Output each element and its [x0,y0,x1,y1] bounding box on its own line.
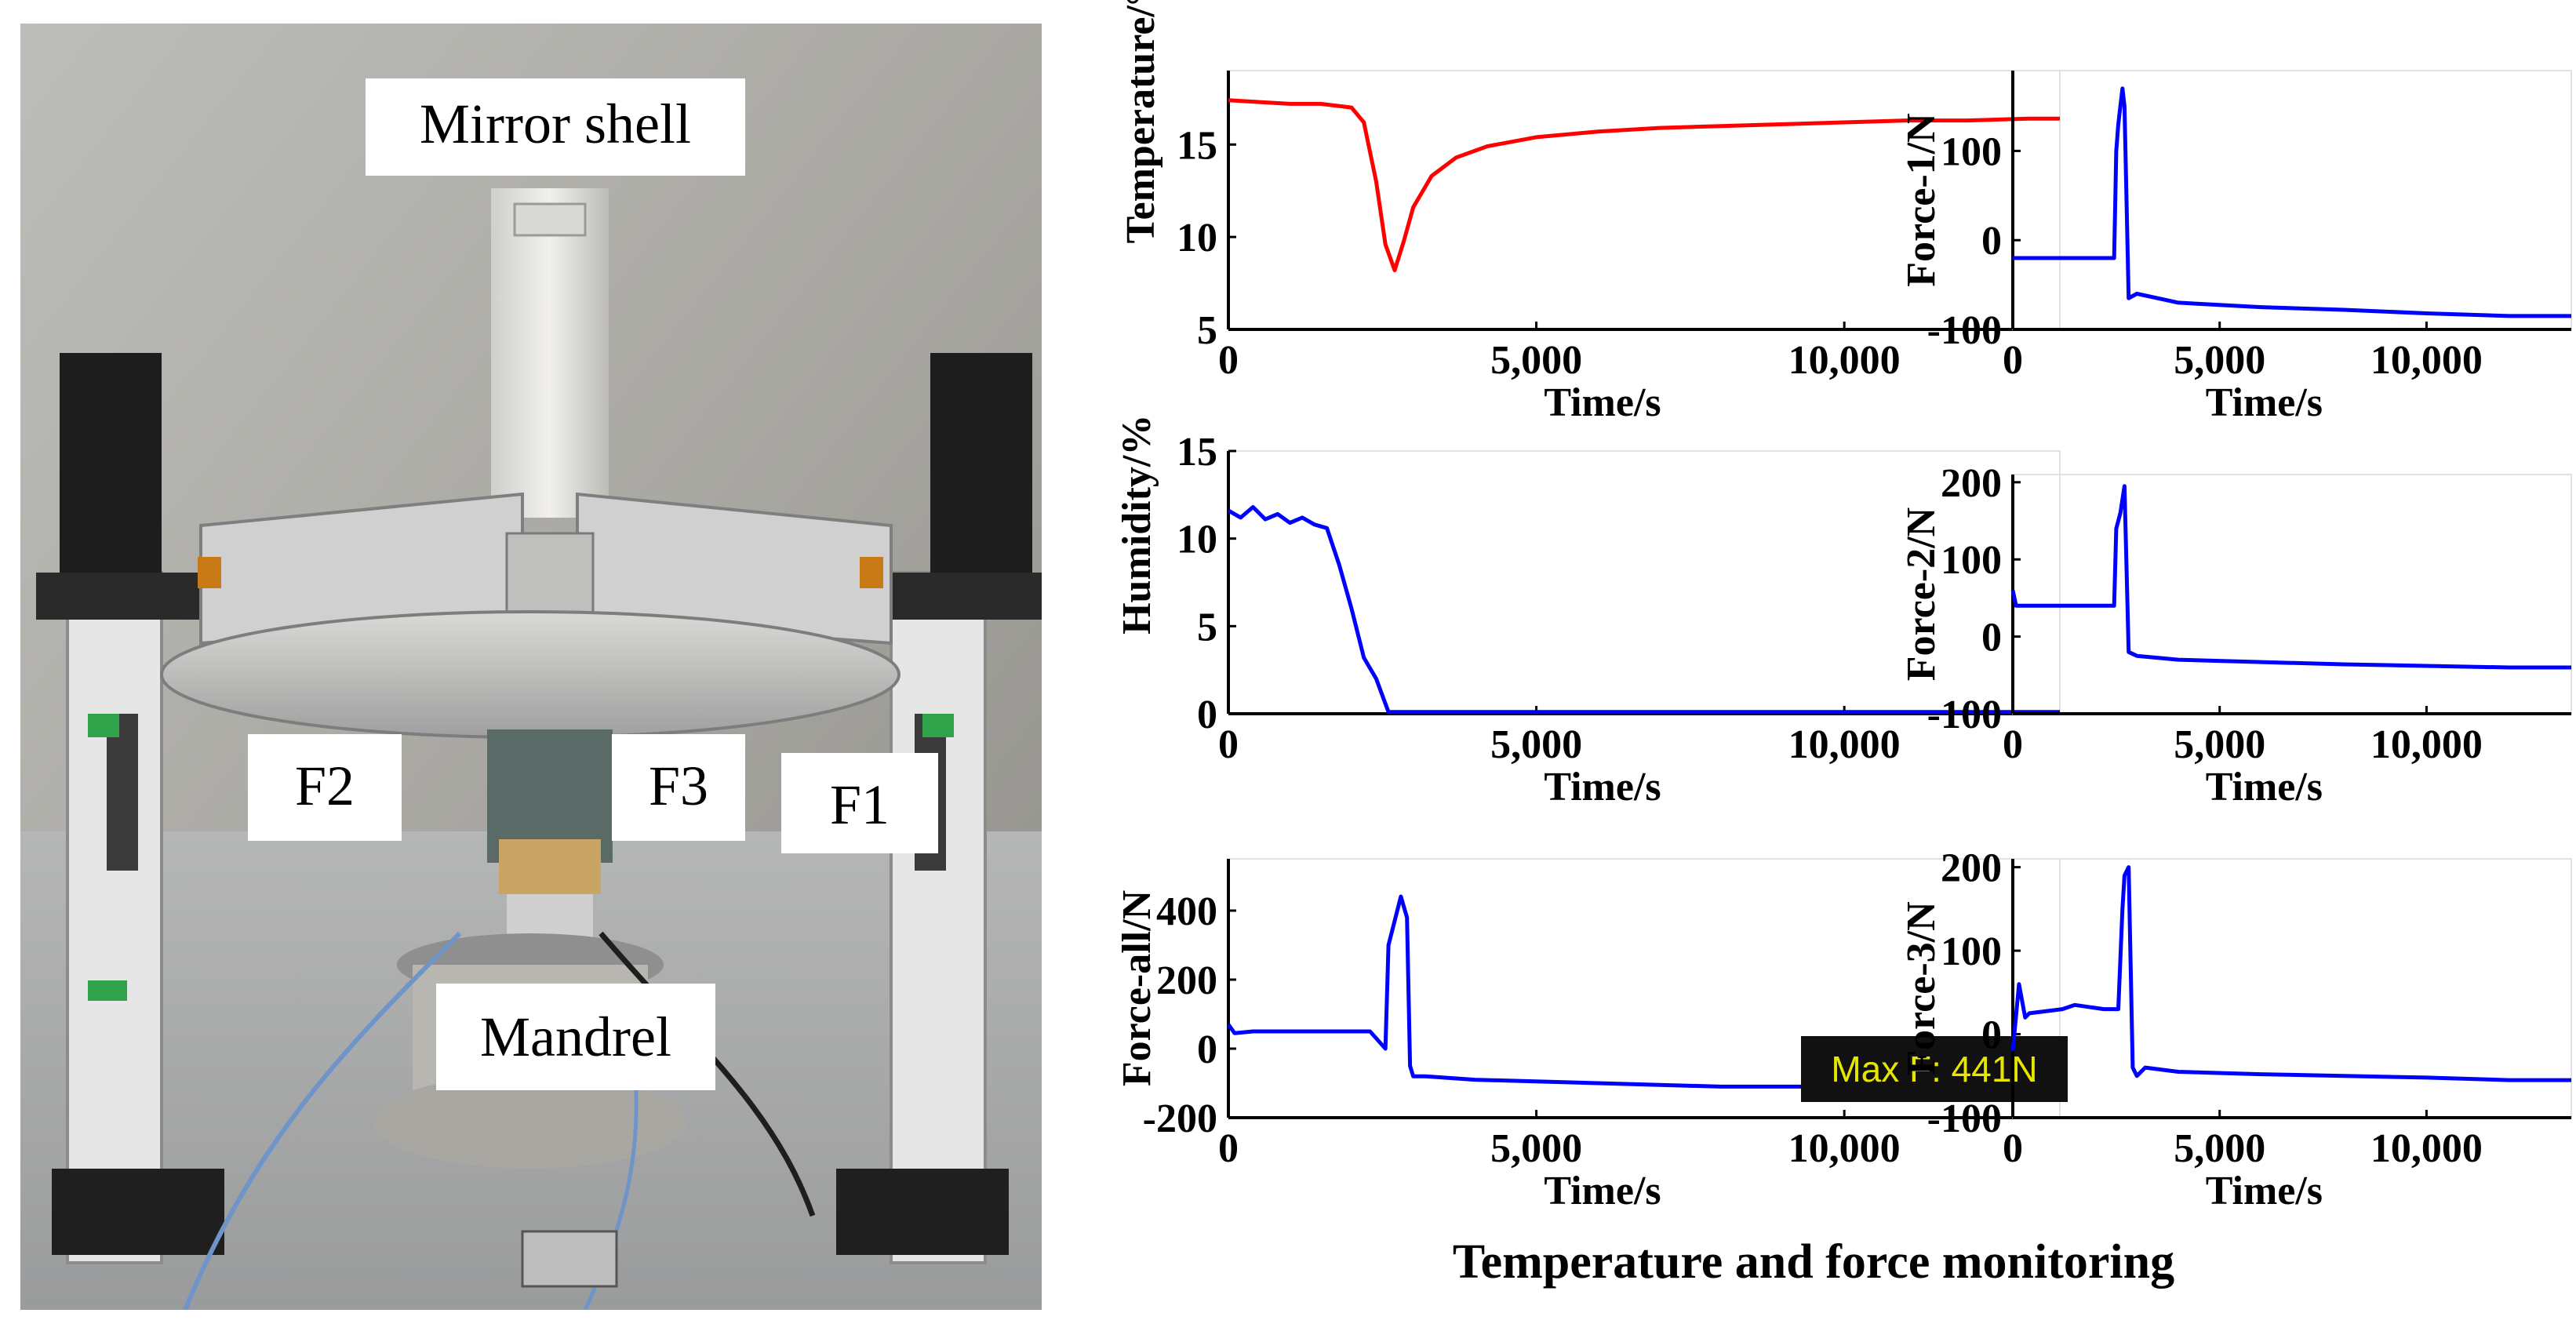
x-tick-label: 5,000 [2174,722,2265,767]
y-tick-label: 0 [1981,219,2002,264]
x-tick-label: 10,000 [2370,1126,2483,1171]
y-tick-label: 100 [1941,538,2002,583]
label-mandrel: Mandrel [436,984,715,1090]
series-line-force-all [1226,894,2060,1091]
y-tick-label: 10 [1177,216,1217,260]
x-tick-label: 5,000 [1490,1126,1582,1171]
max-force-box [1801,1036,2068,1102]
x-tick-label: 0 [2003,338,2023,383]
y-tick-label: 400 [1156,889,1217,934]
y-tick-label: 0 [1981,616,2002,660]
max-force-label: Max F: 441N [1831,1049,2037,1089]
x-tick-label: 5,000 [1490,338,1582,383]
svg-text:Mandrel: Mandrel [480,1006,671,1068]
y-tick-label: -100 [1927,308,2002,353]
chart-temperature: 5 10 15 0 5,000 10,000 Time/s Temperature/°C [1119,0,2061,425]
x-axis-label: Time/s [2206,1169,2323,1213]
series-line-humidity [1227,505,2060,715]
x-tick-label: 5,000 [2174,1126,2265,1171]
x-tick-label: 0 [2003,1126,2023,1171]
y-tick-label: 200 [1156,958,1217,1003]
y-tick-label: 5 [1197,308,1217,353]
label-f2: F2 [248,734,402,841]
monitoring-plots: 5 10 15 0 5,000 10,000 Time/s Temperature/°C 0 5 1… [1051,0,2576,1338]
y-tick-label: 0 [1197,1027,1217,1072]
label-f3: F3 [612,734,745,841]
y-tick-label: 100 [1941,129,2002,174]
plot-frame [2012,70,2572,330]
series-line-force-3 [2010,865,2571,1082]
x-tick-label: 5,000 [2174,338,2265,383]
x-axis-label: Time/s [1544,765,1661,809]
x-tick-label: 10,000 [2370,722,2483,767]
series-line-temperature [1228,98,2060,273]
y-tick-label: -100 [1927,693,2002,737]
y-axis-label: Temperature/°C [1119,0,1163,243]
x-tick-label: 0 [1218,1126,1239,1171]
y-tick-label: 0 [1981,1013,2002,1058]
y-axis-label: Force-2/N [1899,507,1944,681]
plots-caption: Temperature and force monitoring [1452,1235,2175,1289]
x-tick-label: 10,000 [1788,722,1901,767]
svg-text:Mirror shell: Mirror shell [420,93,691,155]
x-tick-label: 0 [2003,722,2023,767]
plot-frame [2012,474,2572,715]
x-axis-label: Time/s [1544,380,1661,425]
x-tick-label: 0 [1218,722,1239,767]
x-tick-label: 10,000 [1788,338,1901,383]
x-tick-label: 0 [1218,338,1239,383]
y-tick-label: -200 [1143,1097,1217,1141]
y-tick-label: 200 [1941,846,2002,891]
y-tick-label: 0 [1197,693,1217,737]
svg-text:F2: F2 [295,755,355,817]
y-tick-label: 5 [1197,605,1217,649]
label-mirror-shell: Mirror shell [366,78,745,176]
y-tick-label: 15 [1177,123,1217,168]
label-f1: F1 [781,753,938,853]
chart-humidity: 0 5 10 15 0 5,000 10,000 Time/s Humidity/% [1115,415,2061,809]
y-axis-label: Force-all/N [1115,890,1159,1086]
y-tick-label: 10 [1177,518,1217,562]
y-tick-label: -100 [1927,1097,2002,1141]
x-tick-label: 10,000 [1788,1126,1901,1171]
y-axis-label: Humidity/% [1115,415,1159,635]
svg-text:F1: F1 [830,773,890,836]
experiment-photo: Mirror shell F2 F3 F1 Mandrel [20,24,1042,1310]
y-tick-label: 15 [1177,430,1217,475]
series-line-force-2 [2010,484,2571,670]
series-line-force-1 [2013,86,2571,318]
y-tick-label: 100 [1941,929,2002,974]
x-axis-label: Time/s [2206,380,2323,425]
x-tick-label: 5,000 [1490,722,1582,767]
y-axis-label: Force-1/N [1899,113,1944,286]
y-tick-label: 200 [1941,461,2002,506]
x-axis-label: Time/s [1544,1169,1661,1213]
x-axis-label: Time/s [2206,765,2323,809]
svg-text:F3: F3 [649,755,708,817]
x-tick-label: 10,000 [2370,338,2483,383]
y-axis-label: Force-3/N [1899,901,1944,1075]
